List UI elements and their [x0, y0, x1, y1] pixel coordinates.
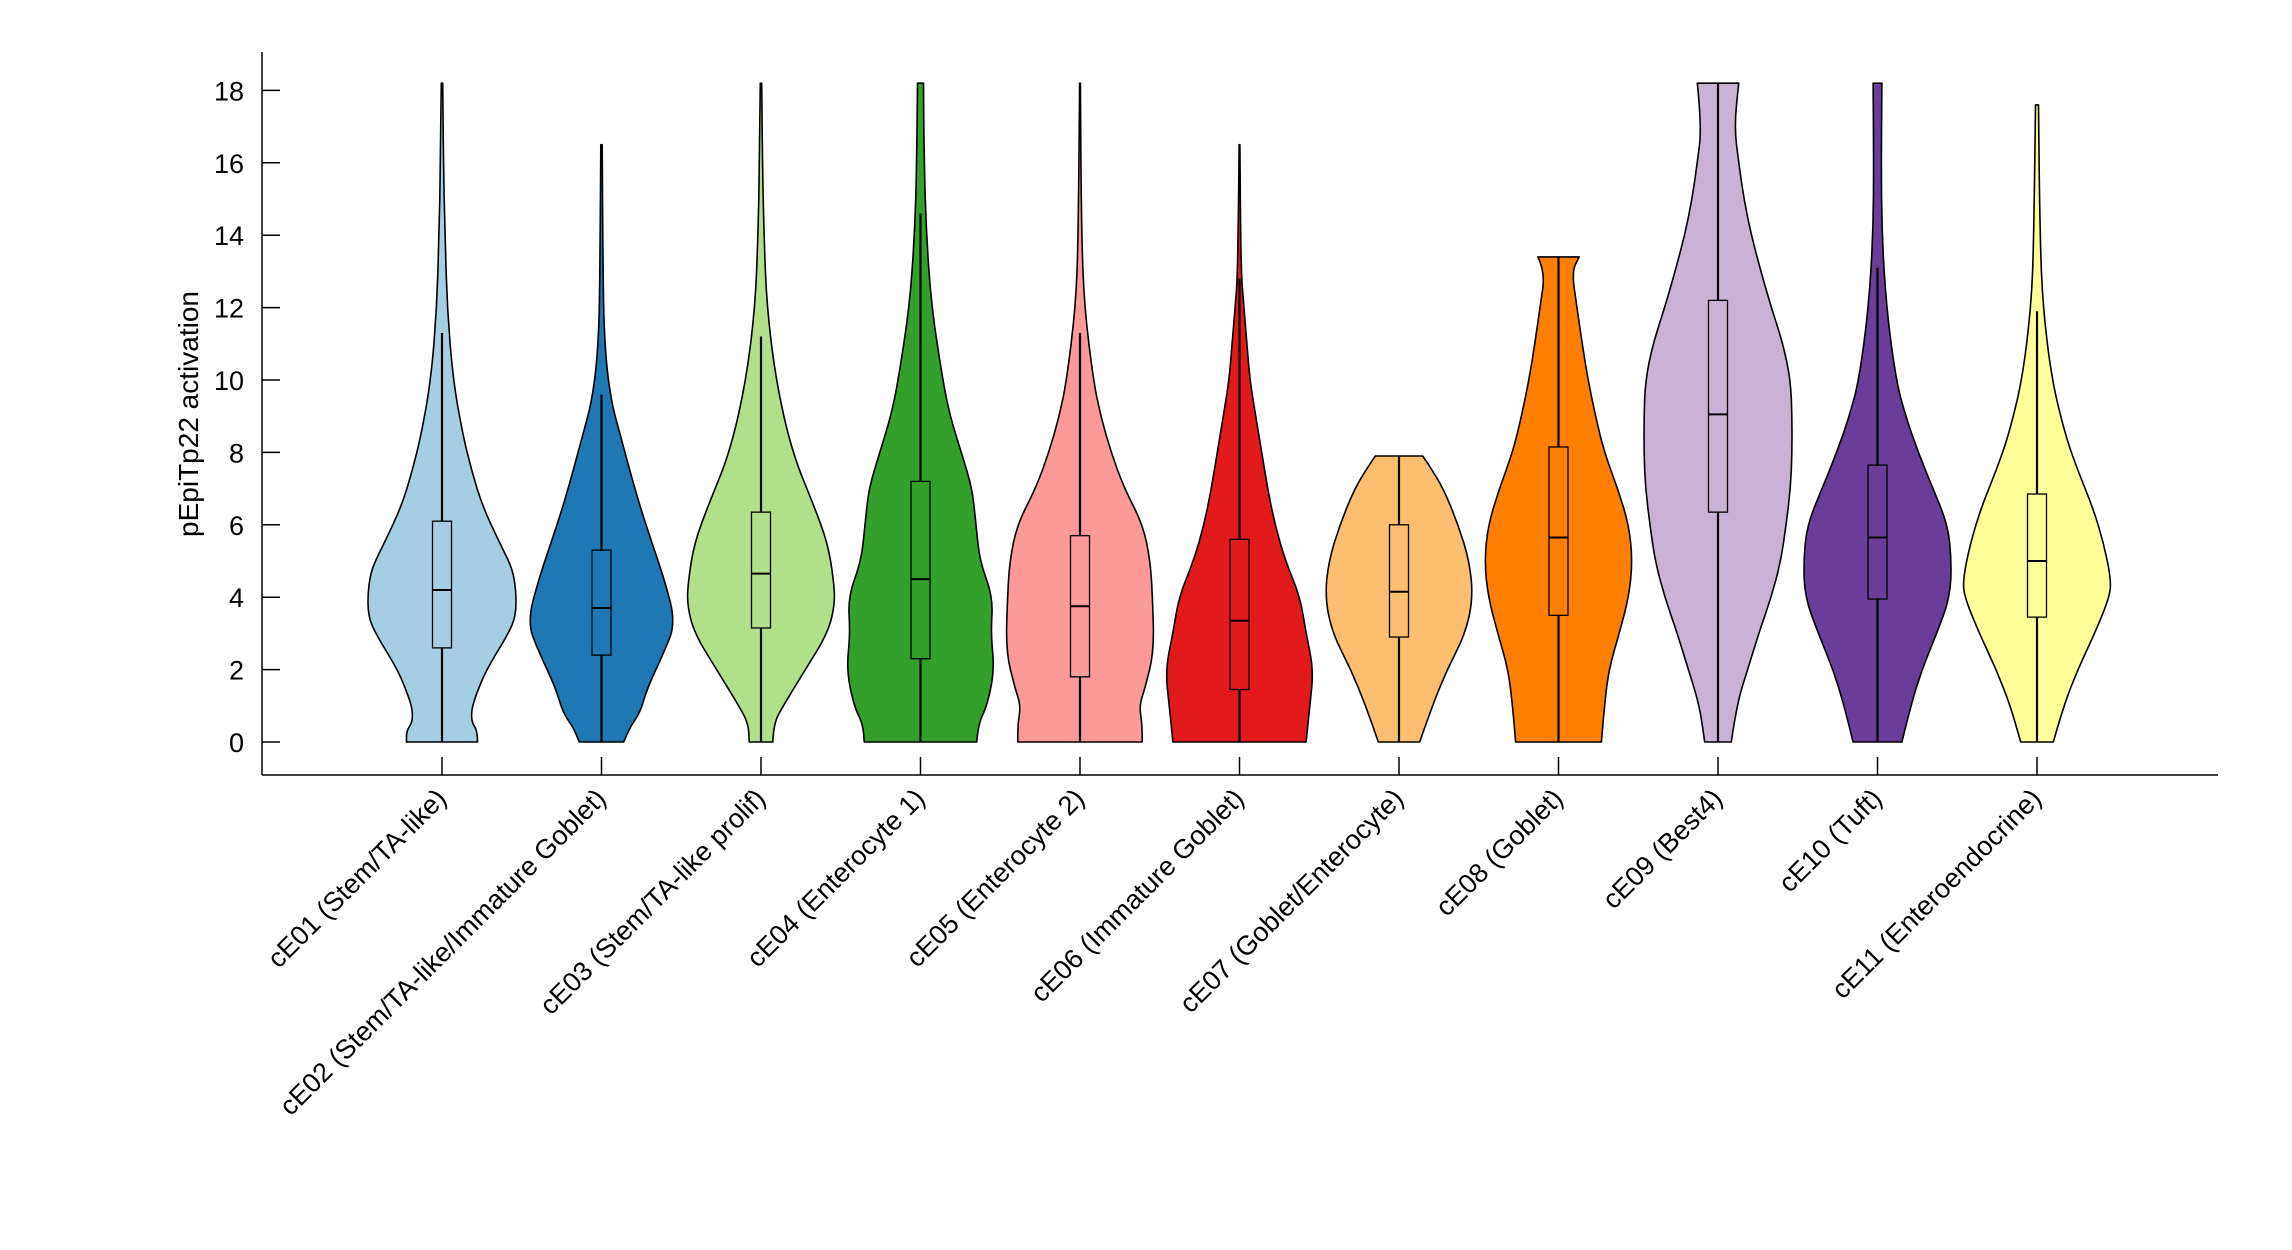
iqr-box [591, 549, 612, 656]
violin-group [846, 82, 995, 743]
violin-group [367, 82, 517, 743]
y-tick-label: 14 [214, 221, 244, 251]
y-tick-label: 16 [214, 149, 244, 179]
y-tick-label: 8 [229, 438, 244, 468]
x-tick-label: cE04 (Enterocyte 1) [741, 783, 931, 973]
y-tick-label: 6 [229, 511, 244, 541]
iqr-box [750, 511, 772, 629]
x-tick-label: cE01 (Stem/TA-like) [262, 783, 453, 974]
violin-group [1803, 82, 1952, 743]
violin-group [1643, 82, 1793, 743]
x-tick-label: cE10 (Tuft) [1773, 783, 1888, 898]
y-tick-label: 0 [229, 728, 244, 758]
violin-group [686, 82, 836, 743]
x-tick-label: cE08 (Goblet) [1430, 783, 1569, 922]
violin-group [1165, 143, 1314, 743]
y-tick-label: 4 [229, 583, 244, 613]
violins [367, 82, 2112, 743]
y-tick-label: 18 [214, 76, 244, 106]
x-tick-label: cE05 (Enterocyte 2) [900, 783, 1090, 973]
y-ticks: 0 2 4 6 8 10 12 14 16 18 [214, 76, 280, 758]
violin-group [1962, 104, 2112, 743]
violin-group [529, 143, 674, 743]
y-tick-label: 12 [214, 294, 244, 324]
iqr-box [2026, 493, 2048, 618]
iqr-box [910, 480, 931, 660]
x-ticks: cE01 (Stem/TA-like)cE02 (Stem/TA-like/Im… [262, 757, 2047, 1121]
iqr-box [1388, 524, 1410, 638]
iqr-box [431, 520, 453, 649]
x-tick-label: cE02 (Stem/TA-like/Immature Goblet) [274, 783, 612, 1121]
iqr-box [1707, 299, 1729, 513]
iqr-box [1867, 464, 1888, 600]
violin-group [1325, 455, 1473, 743]
y-tick-label: 2 [229, 656, 244, 686]
violin-group [1005, 82, 1155, 743]
iqr-box [1548, 446, 1569, 616]
y-tick-label: 10 [214, 366, 244, 396]
violin-group [1484, 256, 1633, 743]
x-tick-label: cE09 (Best4) [1597, 783, 1729, 915]
iqr-box [1229, 538, 1250, 691]
y-axis-title: pEpiTp22 activation [173, 291, 204, 537]
